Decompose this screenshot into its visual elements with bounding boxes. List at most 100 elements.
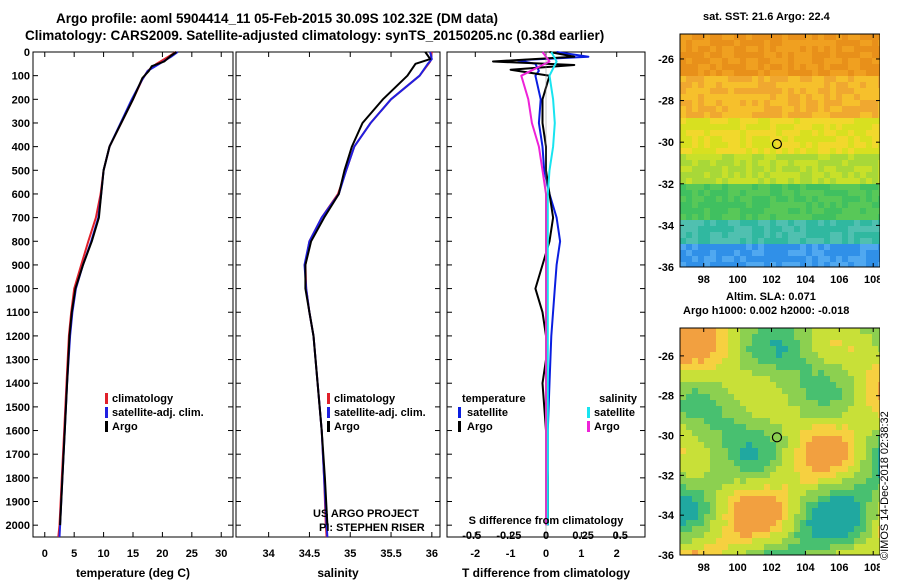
sla-map-cell	[716, 442, 722, 448]
sla-map-cell	[686, 520, 692, 526]
sla-map-cell	[686, 382, 692, 388]
sst-map-cell	[692, 214, 698, 220]
sla-map-cell	[728, 460, 734, 466]
sst-map-cell	[698, 76, 704, 82]
sla-map-cell	[872, 538, 878, 544]
sla-map-cell	[794, 412, 800, 418]
sst-map-cell	[788, 82, 794, 88]
sst-map-cell	[710, 214, 716, 220]
sla-map-cell	[710, 418, 716, 424]
sla-map-cell	[740, 388, 746, 394]
sla-argo-location-marker	[771, 432, 783, 443]
sst-map-cell	[740, 142, 746, 148]
sla-map-cell	[866, 370, 872, 376]
sst-map-cell	[716, 142, 722, 148]
sst-map-cell	[812, 178, 818, 184]
sla-map-cell	[860, 388, 866, 394]
sla-map-cell	[854, 532, 860, 538]
sla-map-cell	[734, 460, 740, 466]
sla-map-cell	[830, 526, 836, 532]
sla-map-cell	[782, 412, 788, 418]
sla-map-cell	[722, 544, 728, 550]
sla-map-cell	[806, 478, 812, 484]
sst-map-cell	[722, 52, 728, 58]
sst-map-cell	[800, 70, 806, 76]
sla-map-cell	[680, 514, 686, 520]
sst-map-cell	[752, 46, 758, 52]
sst-map-cell	[812, 208, 818, 214]
sst-map-cell	[878, 178, 880, 184]
sst-map-cell	[770, 184, 776, 190]
sst-map-cell	[764, 250, 770, 256]
sla-map-cell	[848, 508, 854, 514]
sla-map-cell	[848, 442, 854, 448]
sla-map-cell	[704, 364, 710, 370]
sla-map-cell	[704, 388, 710, 394]
sst-map-cell	[746, 154, 752, 160]
sla-map-cell	[842, 388, 848, 394]
sst-map-cell	[716, 178, 722, 184]
sla-map-cell	[728, 340, 734, 346]
sst-map-cell	[830, 136, 836, 142]
sla-map-cell	[812, 538, 818, 544]
sla-map-cell	[776, 418, 782, 424]
sst-map-cell	[794, 196, 800, 202]
sla-map-cell	[758, 496, 764, 502]
sla-map-cell	[812, 424, 818, 430]
sst-map-cell	[866, 172, 872, 178]
sla-map-cell	[698, 346, 704, 352]
sst-map-cell	[740, 112, 746, 118]
sst-map-cell	[770, 46, 776, 52]
sst-map-cell	[848, 124, 854, 130]
sst-map-cell	[812, 148, 818, 154]
sst-map-cell	[848, 148, 854, 154]
sst-map-cell	[848, 70, 854, 76]
sla-map-title-line-2: Argo h1000: 0.002 h2000: -0.018	[683, 305, 850, 317]
sst-map-cell	[704, 232, 710, 238]
sla-map-cell	[710, 364, 716, 370]
sla-map-cell	[866, 508, 872, 514]
sst-map-cell	[710, 196, 716, 202]
sst-map-cell	[848, 154, 854, 160]
sla-map-cell	[686, 352, 692, 358]
sla-map-cell	[752, 412, 758, 418]
sst-map-lon-label: 98	[698, 274, 710, 286]
sst-map-cell	[758, 262, 764, 267]
sla-map-cell	[872, 334, 878, 340]
sst-map-cell	[818, 226, 824, 232]
sst-map-cell	[710, 220, 716, 226]
sst-map-cell	[872, 148, 878, 154]
sst-map-cell	[776, 124, 782, 130]
sst-map-cell	[776, 214, 782, 220]
sst-map-cell	[848, 214, 854, 220]
sst-map-cell	[860, 46, 866, 52]
sla-map-cell	[770, 460, 776, 466]
sla-map-cell	[770, 412, 776, 418]
sst-map-cell	[788, 220, 794, 226]
sla-map-cell	[758, 352, 764, 358]
sst-map-cell	[698, 136, 704, 142]
sst-map-cell	[860, 82, 866, 88]
sst-map-cell	[860, 196, 866, 202]
sla-map-cell	[866, 502, 872, 508]
sla-map-cell	[704, 484, 710, 490]
sla-map-cell	[800, 358, 806, 364]
sst-map-cell	[722, 112, 728, 118]
sla-map-cell	[788, 448, 794, 454]
sla-map-cell	[812, 334, 818, 340]
sst-map-cell	[866, 202, 872, 208]
sla-map-cell	[818, 394, 824, 400]
sst-map-cell	[716, 190, 722, 196]
sst-map-cell	[764, 160, 770, 166]
sst-map-cell	[836, 148, 842, 154]
sst-map-cell	[788, 172, 794, 178]
sst-map-cell	[698, 208, 704, 214]
sla-map-cell	[722, 334, 728, 340]
sst-map-cell	[788, 34, 794, 40]
sla-map-cell	[776, 400, 782, 406]
sla-map-cell	[728, 520, 734, 526]
sst-map-cell	[824, 196, 830, 202]
sla-map-cell	[788, 430, 794, 436]
sla-map-title-line-1: Altim. SLA: 0.071	[726, 291, 816, 303]
sst-map-cell	[866, 82, 872, 88]
